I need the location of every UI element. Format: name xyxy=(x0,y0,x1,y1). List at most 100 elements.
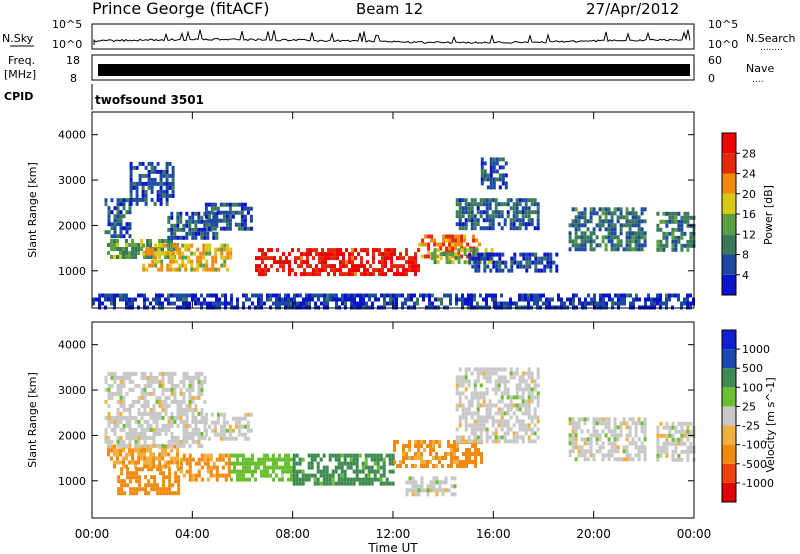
echo-cell xyxy=(521,297,524,302)
echo-cell xyxy=(315,252,318,257)
echo-cell xyxy=(260,457,263,462)
echo-cell xyxy=(144,173,148,178)
echo-cell xyxy=(504,161,508,166)
echo-cell xyxy=(122,383,126,388)
power-colorbar-label: Power [dB] xyxy=(762,185,775,245)
echo-cell xyxy=(135,181,139,186)
echo-cell xyxy=(518,379,522,384)
echo-cell xyxy=(343,481,347,486)
echo-cell xyxy=(258,272,261,277)
echo-cell xyxy=(177,475,181,480)
echo-cell xyxy=(546,252,550,257)
echo-cell xyxy=(414,252,417,257)
echo-cell xyxy=(586,437,590,442)
echo-cell xyxy=(138,173,142,178)
echo-cell xyxy=(137,431,141,436)
echo-cell xyxy=(140,387,144,392)
echo-cell xyxy=(281,465,284,470)
echo-cell xyxy=(314,293,317,298)
echo-cell xyxy=(430,234,434,239)
echo-cell xyxy=(325,473,329,478)
echo-cell xyxy=(165,475,169,480)
echo-cell xyxy=(216,218,220,223)
echo-cell xyxy=(204,420,208,425)
echo-cell xyxy=(200,415,204,420)
echo-cell xyxy=(182,457,186,462)
echo-cell xyxy=(210,210,214,215)
echo-cell xyxy=(191,407,195,412)
echo-cell xyxy=(204,210,208,215)
echo-cell xyxy=(110,210,114,215)
echo-cell xyxy=(590,297,593,302)
echo-cell xyxy=(263,457,266,462)
echo-cell xyxy=(188,383,192,388)
echo-cell xyxy=(442,238,446,243)
echo-cell xyxy=(431,293,434,298)
echo-cell xyxy=(164,448,168,453)
echo-cell xyxy=(158,395,162,400)
echo-cell xyxy=(414,260,417,265)
echo-cell xyxy=(200,383,204,388)
echo-cell xyxy=(194,477,198,482)
echo-cell xyxy=(472,252,476,257)
echo-cell xyxy=(276,248,279,253)
echo-cell xyxy=(363,272,366,277)
echo-cell xyxy=(480,460,483,464)
echo-cell xyxy=(297,248,300,253)
echo-cell xyxy=(353,293,356,298)
echo-cell xyxy=(458,375,462,380)
echo-cell xyxy=(167,439,171,444)
echo-cell xyxy=(278,477,281,482)
echo-cell xyxy=(122,423,126,428)
echo-cell xyxy=(375,248,378,253)
echo-cell xyxy=(497,411,501,416)
echo-cell xyxy=(323,301,326,306)
echo-cell xyxy=(482,218,486,223)
echo-cell xyxy=(608,297,611,302)
echo-cell xyxy=(592,421,596,426)
echo-cell xyxy=(464,379,468,384)
echo-cell xyxy=(524,222,528,227)
echo-cell xyxy=(426,460,429,464)
echo-cell xyxy=(134,297,137,302)
echo-cell xyxy=(373,457,377,462)
echo-cell xyxy=(440,301,443,306)
echo-cell xyxy=(194,415,198,420)
echo-cell xyxy=(598,223,602,228)
echo-cell xyxy=(467,407,471,412)
echo-cell xyxy=(491,198,495,203)
echo-cell xyxy=(119,383,123,388)
echo-cell xyxy=(167,395,171,400)
echo-cell xyxy=(290,457,293,462)
echo-cell xyxy=(571,433,575,438)
echo-cell xyxy=(479,419,483,424)
echo-cell xyxy=(474,464,477,468)
echo-cell xyxy=(640,227,644,232)
echo-cell xyxy=(494,427,498,432)
echo-cell xyxy=(458,202,462,207)
echo-cell xyxy=(176,251,180,255)
colorbar-segment xyxy=(722,173,736,194)
echo-cell xyxy=(477,264,481,269)
echo-cell xyxy=(683,441,687,446)
echo-cell xyxy=(589,219,593,224)
echo-cell xyxy=(488,218,492,223)
echo-cell xyxy=(246,428,250,433)
echo-cell xyxy=(128,255,132,259)
echo-cell xyxy=(161,415,165,420)
echo-cell xyxy=(320,293,323,298)
echo-cell xyxy=(620,301,623,306)
echo-cell xyxy=(228,202,232,207)
echo-cell xyxy=(176,439,180,444)
echo-cell xyxy=(203,231,207,236)
echo-cell xyxy=(295,481,299,486)
echo-cell xyxy=(116,435,120,440)
echo-cell xyxy=(350,301,353,306)
echo-cell xyxy=(506,391,510,396)
echo-cell xyxy=(361,481,365,486)
echo-cell xyxy=(413,301,416,306)
echo-cell xyxy=(287,469,290,474)
echo-cell xyxy=(107,435,111,440)
echo-cell xyxy=(683,433,687,438)
echo-cell xyxy=(233,465,236,470)
